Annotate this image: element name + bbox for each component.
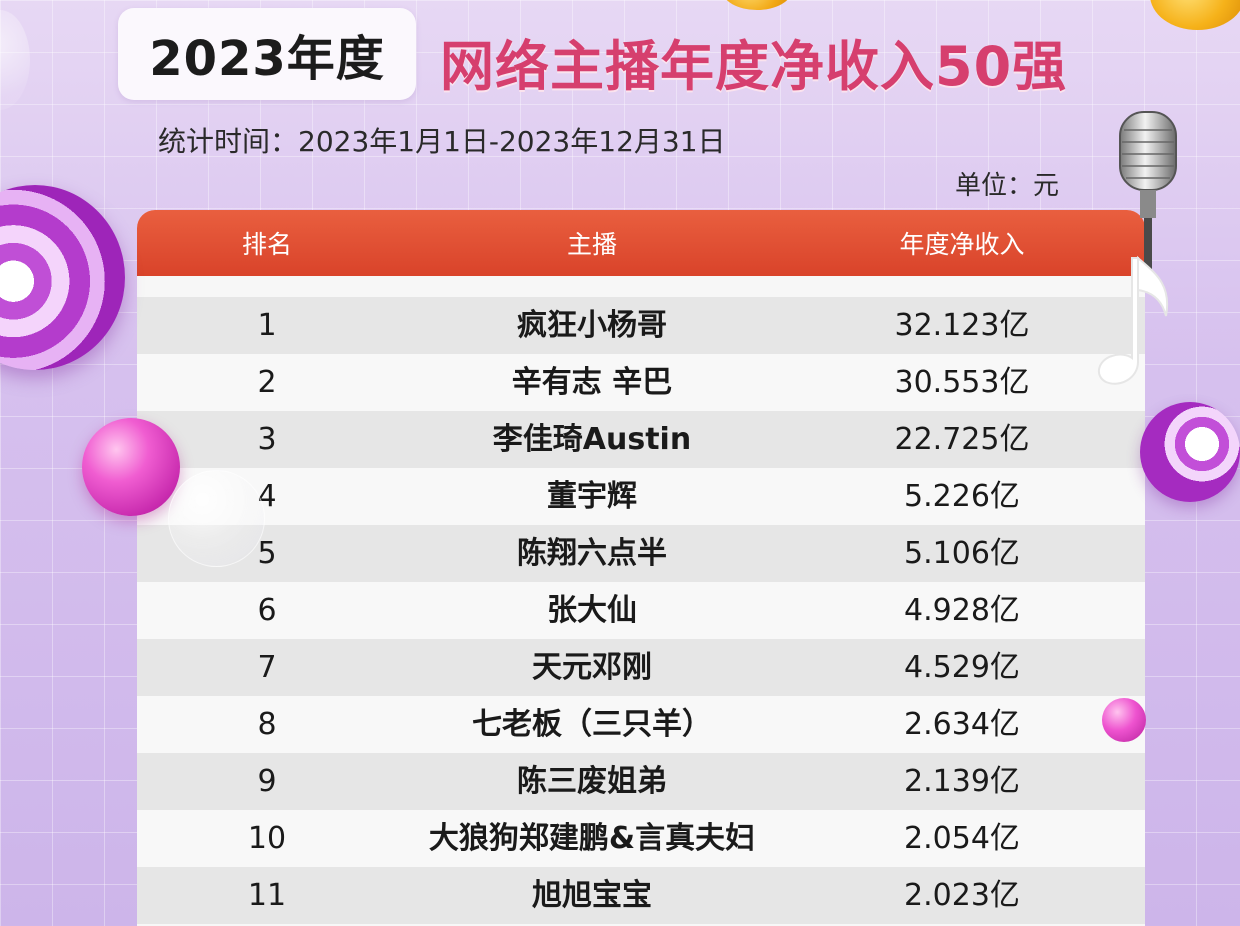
page-title: 网络主播年度净收入50强 <box>440 35 1068 98</box>
table-row: 10 大狼狗郑建鹏&言真夫妇 2.054亿 <box>137 810 1145 867</box>
stat-period: 统计时间：2023年1月1日-2023年12月31日 <box>158 125 726 158</box>
name-cell: 天元邓刚 <box>532 650 652 685</box>
income-cell: 5.226亿 <box>904 479 1020 514</box>
rank-cell: 5 <box>257 536 277 571</box>
name-cell: 七老板（三只羊） <box>472 707 712 742</box>
rank-cell: 2 <box>257 365 277 400</box>
bubble-icon <box>168 470 265 567</box>
table-row: 1 疯狂小杨哥 32.123亿 <box>137 297 1145 354</box>
name-cell: 李佳琦Austin <box>492 422 692 457</box>
name-cell: 旭旭宝宝 <box>532 878 652 913</box>
name-cell: 疯狂小杨哥 <box>517 308 667 343</box>
table-row: 5 陈翔六点半 5.106亿 <box>137 525 1145 582</box>
table-row: 3 李佳琦Austin 22.725亿 <box>137 411 1145 468</box>
table-row: 8 七老板（三只羊） 2.634亿 <box>137 696 1145 753</box>
table-row: 9 陈三废姐弟 2.139亿 <box>137 753 1145 810</box>
table-row: 7 天元邓刚 4.529亿 <box>137 639 1145 696</box>
striped-ball-icon <box>0 185 125 370</box>
income-cell: 22.725亿 <box>894 422 1030 457</box>
table-row: 4 董宇辉 5.226亿 <box>137 468 1145 525</box>
name-cell: 大狼狗郑建鹏&言真夫妇 <box>428 821 756 856</box>
column-header-name: 主播 <box>566 230 617 259</box>
unit-label: 单位：元 <box>955 171 1060 201</box>
income-cell: 2.023亿 <box>904 878 1020 913</box>
rank-cell: 8 <box>257 707 277 742</box>
table-row: 11 旭旭宝宝 2.023亿 <box>137 867 1145 924</box>
rank-cell: 1 <box>257 308 277 343</box>
column-header-income: 年度净收入 <box>899 230 1025 259</box>
name-cell: 辛有志 辛巴 <box>511 365 673 400</box>
table-header: 排名 主播 年度净收入 <box>137 210 1145 276</box>
name-cell: 张大仙 <box>547 593 637 628</box>
table-body: 1 疯狂小杨哥 32.123亿 2 辛有志 辛巴 30.553亿 3 李佳琦Au… <box>137 297 1145 924</box>
rank-cell: 9 <box>257 764 277 799</box>
income-cell: 2.139亿 <box>904 764 1020 799</box>
ranking-table: 排名 主播 年度净收入 1 疯狂小杨哥 32.123亿 2 辛有志 辛巴 30.… <box>137 210 1145 926</box>
pink-ball-icon <box>82 418 180 516</box>
name-cell: 董宇辉 <box>547 479 637 514</box>
rank-cell: 10 <box>247 821 287 856</box>
name-cell: 陈翔六点半 <box>517 536 667 571</box>
year-badge: 2023年度 <box>118 8 416 100</box>
column-header-rank: 排名 <box>241 230 292 259</box>
table-row: 6 张大仙 4.928亿 <box>137 582 1145 639</box>
income-cell: 5.106亿 <box>904 536 1020 571</box>
income-cell: 30.553亿 <box>894 365 1030 400</box>
income-cell: 2.634亿 <box>904 707 1020 742</box>
microphone-icon <box>1119 111 1177 280</box>
rank-cell: 3 <box>257 422 277 457</box>
pink-ball-icon <box>1102 698 1146 742</box>
year-label: 2023年度 <box>149 31 385 87</box>
table-row: 2 辛有志 辛巴 30.553亿 <box>137 354 1145 411</box>
rank-cell: 6 <box>257 593 277 628</box>
coin-icon <box>722 0 792 10</box>
income-cell: 4.529亿 <box>904 650 1020 685</box>
income-cell: 4.928亿 <box>904 593 1020 628</box>
rank-cell: 7 <box>257 650 277 685</box>
income-cell: 32.123亿 <box>894 308 1030 343</box>
rank-cell: 11 <box>247 878 287 913</box>
coin-icon <box>1150 0 1240 30</box>
name-cell: 陈三废姐弟 <box>517 764 667 799</box>
income-cell: 2.054亿 <box>904 821 1020 856</box>
bubble-icon <box>0 10 30 110</box>
music-note-icon <box>1097 255 1169 385</box>
striped-ball-icon <box>1140 402 1240 502</box>
